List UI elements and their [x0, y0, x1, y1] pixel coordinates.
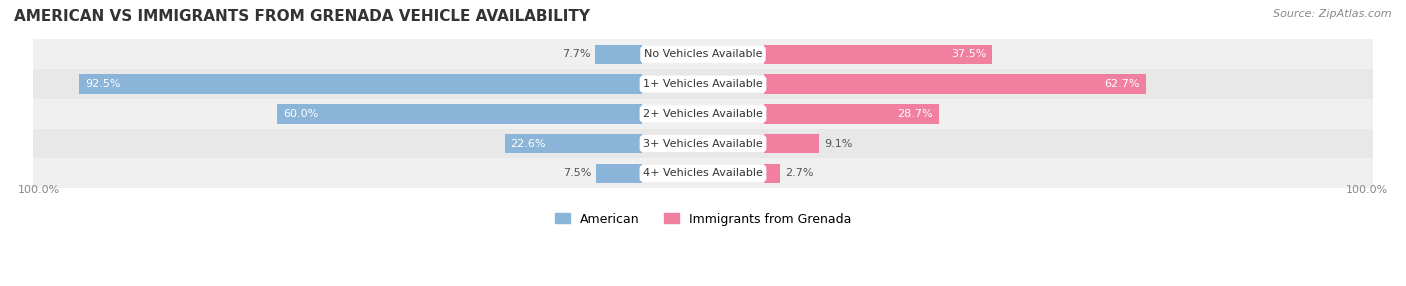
Bar	[34, 99, 1372, 129]
Bar	[763, 74, 1146, 94]
Bar	[34, 129, 1372, 158]
Bar	[763, 164, 780, 183]
Bar	[763, 134, 820, 153]
Text: 100.0%: 100.0%	[18, 185, 60, 195]
Bar	[79, 74, 643, 94]
Bar	[763, 104, 939, 124]
Text: 2.7%: 2.7%	[785, 168, 814, 178]
Bar	[34, 39, 1372, 69]
Bar	[277, 104, 643, 124]
Text: 37.5%: 37.5%	[950, 49, 986, 59]
Text: 62.7%: 62.7%	[1104, 79, 1139, 89]
Bar	[595, 45, 643, 64]
Legend: American, Immigrants from Grenada: American, Immigrants from Grenada	[550, 208, 856, 231]
Bar	[34, 158, 1372, 188]
Bar	[505, 134, 643, 153]
Text: 60.0%: 60.0%	[283, 109, 318, 119]
Text: 7.5%: 7.5%	[564, 168, 592, 178]
Text: 28.7%: 28.7%	[897, 109, 932, 119]
Text: Source: ZipAtlas.com: Source: ZipAtlas.com	[1274, 9, 1392, 19]
Text: 1+ Vehicles Available: 1+ Vehicles Available	[643, 79, 763, 89]
Text: 4+ Vehicles Available: 4+ Vehicles Available	[643, 168, 763, 178]
Text: 2+ Vehicles Available: 2+ Vehicles Available	[643, 109, 763, 119]
Text: 9.1%: 9.1%	[824, 139, 852, 149]
Text: 22.6%: 22.6%	[510, 139, 546, 149]
Text: 7.7%: 7.7%	[562, 49, 591, 59]
Text: No Vehicles Available: No Vehicles Available	[644, 49, 762, 59]
Text: 100.0%: 100.0%	[1346, 185, 1388, 195]
Bar	[763, 45, 993, 64]
Bar	[596, 164, 643, 183]
Text: 92.5%: 92.5%	[84, 79, 121, 89]
Text: 3+ Vehicles Available: 3+ Vehicles Available	[643, 139, 763, 149]
Bar	[34, 69, 1372, 99]
Text: AMERICAN VS IMMIGRANTS FROM GRENADA VEHICLE AVAILABILITY: AMERICAN VS IMMIGRANTS FROM GRENADA VEHI…	[14, 9, 591, 23]
